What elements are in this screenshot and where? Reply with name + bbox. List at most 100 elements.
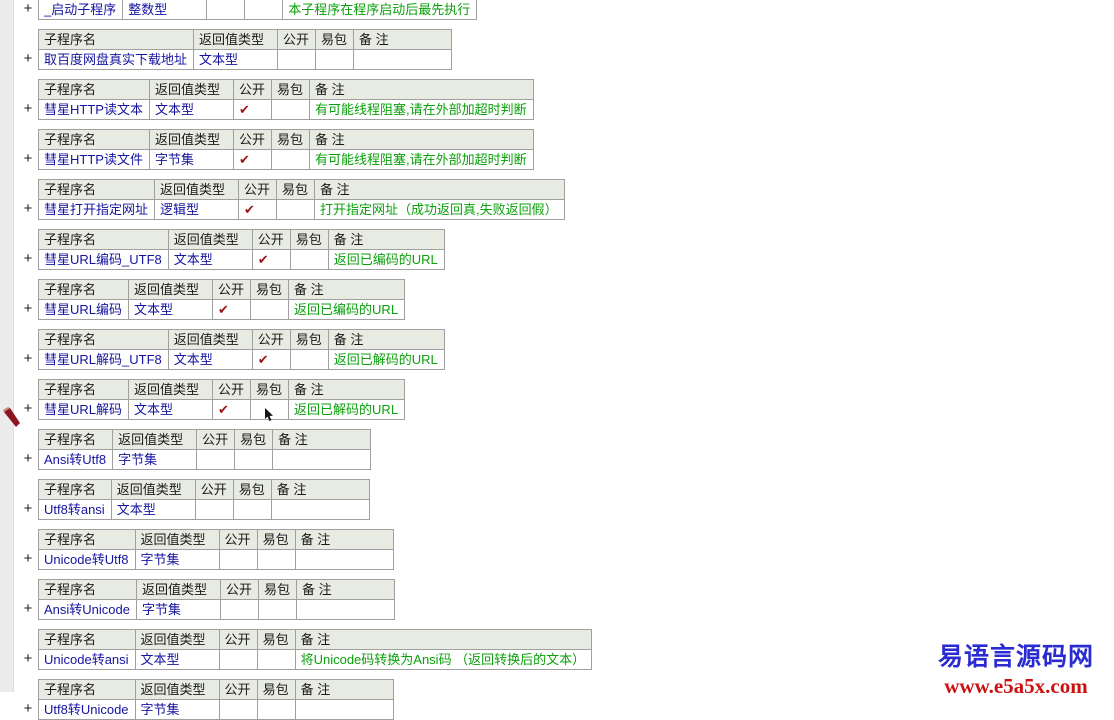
easy-package-cell[interactable] (256, 699, 296, 720)
expand-parameters-button[interactable]: + (23, 150, 33, 167)
remark-cell[interactable]: 有可能线程阻塞,请在外部加超时判断 (308, 149, 534, 170)
header-return-type: 返回值类型 (193, 29, 279, 50)
public-checkbox-cell[interactable] (218, 649, 258, 670)
header-remark: 备 注 (294, 679, 394, 700)
public-checkbox-cell[interactable]: ✔ (251, 349, 291, 370)
expand-parameters-button[interactable]: + (23, 50, 33, 67)
subroutine-name-cell[interactable]: Unicode转Utf8 (38, 549, 136, 570)
expand-parameters-button[interactable]: + (23, 100, 33, 117)
public-checkbox-cell[interactable] (219, 599, 260, 620)
easy-package-cell[interactable] (289, 349, 329, 370)
remark-cell[interactable]: 返回已解码的URL (327, 349, 445, 370)
expand-parameters-button[interactable]: + (23, 700, 33, 717)
subroutine-name-cell[interactable]: Ansi转Unicode (38, 599, 137, 620)
return-type-cell[interactable]: 文本型 (193, 49, 279, 70)
easy-package-cell[interactable] (244, 0, 284, 20)
header-remark: 备 注 (294, 529, 394, 550)
remark-cell[interactable]: 本子程序在程序启动后最先执行 (282, 0, 478, 20)
return-type-cell[interactable]: 文本型 (110, 499, 196, 520)
remark-cell[interactable] (270, 499, 370, 520)
subroutine-name-cell[interactable]: Unicode转ansi (38, 649, 136, 670)
remark-cell[interactable]: 有可能线程阻塞,请在外部加超时判断 (308, 99, 534, 120)
return-type-cell[interactable]: 文本型 (134, 649, 220, 670)
header-remark: 备 注 (296, 579, 396, 600)
header-easy-package: 易包 (289, 329, 329, 350)
expand-parameters-button[interactable]: + (23, 450, 33, 467)
subroutine-name-cell[interactable]: 彗星URL编码 (37, 299, 130, 320)
subroutine-name-cell[interactable]: 彗星URL解码_UTF8 (38, 349, 169, 370)
expand-parameters-button[interactable]: + (23, 500, 33, 517)
return-type-cell[interactable]: 字节集 (134, 699, 220, 720)
remark-cell[interactable]: 返回已编码的URL (288, 299, 406, 320)
remark-cell[interactable] (294, 549, 394, 570)
public-checkbox-cell[interactable]: ✔ (232, 149, 272, 170)
subroutine-name-cell[interactable]: 彗星HTTP读文件 (38, 149, 150, 170)
subroutine-name-cell[interactable]: Ansi转Utf8 (37, 449, 114, 470)
easy-package-cell[interactable] (250, 299, 290, 320)
subroutine-name-cell[interactable]: 彗星HTTP读文本 (38, 99, 150, 120)
expand-parameters-button[interactable]: + (23, 400, 33, 417)
easy-package-cell[interactable] (289, 249, 329, 270)
expand-parameters-button[interactable]: + (23, 350, 33, 367)
return-type-cell[interactable]: 文本型 (128, 299, 214, 320)
public-checkbox-cell[interactable] (218, 549, 258, 570)
public-checkbox-cell[interactable]: ✔ (251, 249, 291, 270)
subroutine-name-cell[interactable]: 彗星URL解码 (37, 399, 130, 420)
remark-cell[interactable]: 返回已解码的URL (288, 399, 406, 420)
public-checkbox-cell[interactable]: ✔ (238, 199, 278, 220)
subroutine-name-cell[interactable]: Utf8转ansi (38, 499, 112, 520)
easy-package-cell[interactable] (234, 449, 274, 470)
return-type-cell[interactable]: 文本型 (167, 349, 253, 370)
public-checkbox-cell[interactable] (277, 49, 317, 70)
subroutine-name-cell[interactable]: 彗星URL编码_UTF8 (38, 249, 169, 270)
remark-cell[interactable]: 返回已编码的URL (327, 249, 445, 270)
subroutine-name-cell[interactable]: 彗星打开指定网址 (37, 199, 156, 220)
return-type-cell[interactable]: 整数型 (122, 0, 208, 20)
expand-parameters-button[interactable]: + (23, 0, 33, 17)
public-checkbox-cell[interactable] (196, 449, 236, 470)
easy-package-cell[interactable] (232, 499, 272, 520)
return-type-cell[interactable]: 字节集 (134, 549, 220, 570)
expand-parameters-button[interactable]: + (23, 250, 33, 267)
return-type-cell[interactable]: 文本型 (167, 249, 253, 270)
expand-parameters-button[interactable]: + (23, 200, 33, 217)
return-type-cell[interactable]: 文本型 (148, 99, 234, 120)
expand-parameters-button[interactable]: + (23, 600, 33, 617)
left-margin-strip (0, 0, 14, 692)
remark-cell[interactable] (296, 599, 396, 620)
remark-cell[interactable] (272, 449, 372, 470)
header-subroutine-name: 子程序名 (37, 29, 195, 50)
remark-cell[interactable]: 打开指定网址（成功返回真,失败返回假） (314, 199, 565, 220)
easy-package-cell[interactable] (276, 199, 316, 220)
subroutine-definition-table: 子程序名 返回值类型 公开 易包 备 注 彗星URL解码_UTF8 文本型 ✔ … (38, 329, 445, 370)
return-type-cell[interactable]: 文本型 (128, 399, 214, 420)
subroutine-name-cell[interactable]: Utf8转Unicode (38, 699, 136, 720)
remark-cell[interactable]: 将Unicode码转换为Ansi码 （返回转换后的文本） (294, 649, 593, 670)
return-type-cell[interactable]: 逻辑型 (154, 199, 240, 220)
easy-package-cell[interactable] (270, 149, 310, 170)
easy-package-cell[interactable] (256, 649, 296, 670)
remark-cell[interactable] (294, 699, 394, 720)
subroutine-name-cell[interactable]: 取百度网盘真实下载地址 (37, 49, 195, 70)
header-easy-package: 易包 (250, 379, 290, 400)
easy-package-cell[interactable] (256, 549, 296, 570)
return-type-cell[interactable]: 字节集 (148, 149, 234, 170)
easy-package-cell[interactable] (258, 599, 298, 620)
return-type-cell[interactable]: 字节集 (112, 449, 198, 470)
expand-parameters-button[interactable]: + (23, 550, 33, 567)
remark-cell[interactable] (353, 49, 453, 70)
public-checkbox-cell[interactable]: ✔ (232, 99, 272, 120)
subroutine-name-cell[interactable]: _启动子程序 (37, 0, 124, 20)
public-checkbox-cell[interactable] (206, 0, 246, 20)
header-return-type: 返回值类型 (128, 379, 214, 400)
expand-parameters-button[interactable]: + (23, 650, 33, 667)
return-type-cell[interactable]: 字节集 (136, 599, 221, 620)
expand-parameters-button[interactable]: + (23, 300, 33, 317)
easy-package-cell[interactable] (315, 49, 355, 70)
public-checkbox-cell[interactable]: ✔ (212, 299, 252, 320)
public-checkbox-cell[interactable] (194, 499, 234, 520)
public-checkbox-cell[interactable]: ✔ (212, 399, 252, 420)
watermark-site-url: www.e5a5x.com (944, 674, 1088, 698)
easy-package-cell[interactable] (270, 99, 310, 120)
public-checkbox-cell[interactable] (218, 699, 258, 720)
